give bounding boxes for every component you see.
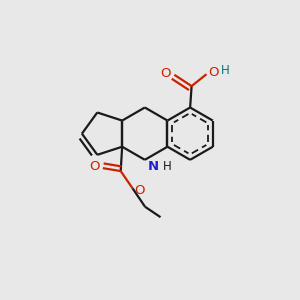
Text: O: O (208, 66, 218, 79)
Text: O: O (89, 160, 100, 173)
Text: O: O (134, 184, 144, 196)
Text: H: H (163, 160, 172, 173)
Text: H: H (221, 64, 230, 76)
Text: O: O (160, 67, 171, 80)
Text: N: N (148, 160, 159, 173)
